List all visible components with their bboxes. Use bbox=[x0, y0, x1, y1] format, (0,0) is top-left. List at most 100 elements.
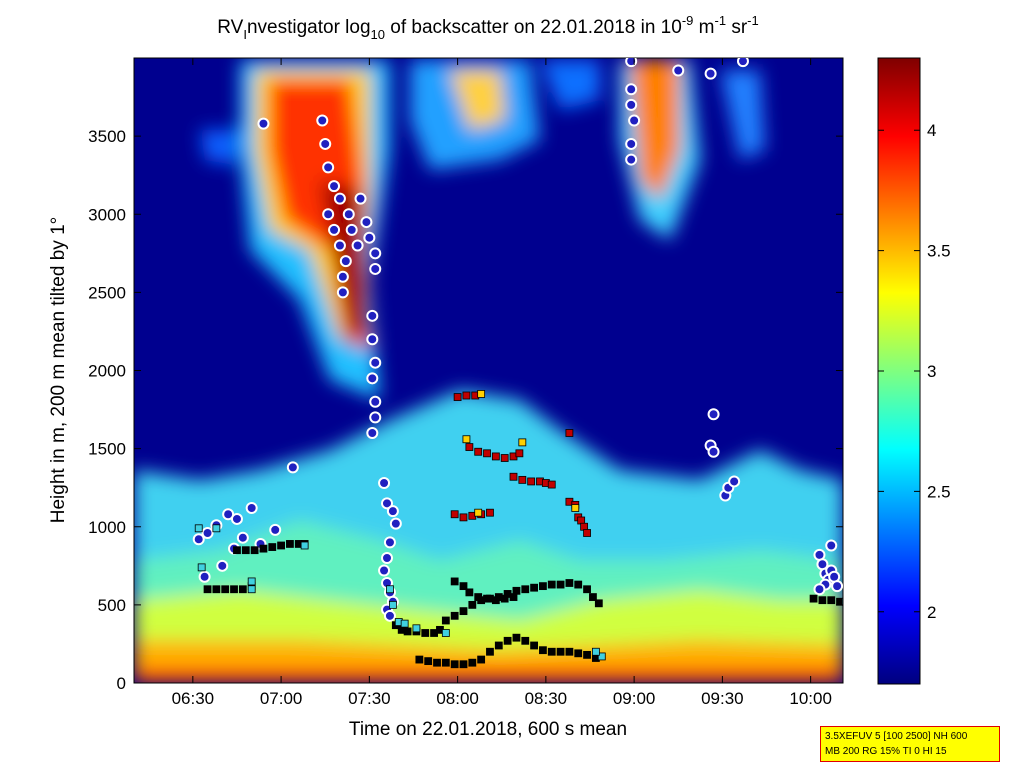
lidar-layer-point bbox=[583, 585, 591, 594]
lidar-layer-point bbox=[512, 633, 521, 642]
lidar-layer-point bbox=[221, 585, 230, 594]
lidar-layer-point bbox=[483, 449, 491, 458]
colorbar bbox=[877, 57, 921, 685]
colorbar-tick-label: 3 bbox=[927, 362, 936, 381]
lidar-cloud-point bbox=[369, 356, 382, 369]
lidar-cloud-point bbox=[366, 372, 379, 385]
lidar-layer-point bbox=[509, 593, 518, 601]
y-tick-label: 3000 bbox=[88, 205, 126, 224]
lidar-cloud-point bbox=[245, 502, 258, 514]
lidar-layer-point bbox=[477, 390, 486, 398]
lidar-layer-point bbox=[233, 546, 241, 555]
lidar-cloud-point bbox=[345, 223, 358, 236]
lidar-layer-point bbox=[574, 649, 583, 658]
lidar-cloud-point bbox=[336, 270, 349, 283]
colorbar-tick-label: 4 bbox=[927, 121, 936, 140]
lidar-cloud-point bbox=[369, 395, 382, 408]
lidar-layer-point bbox=[591, 647, 600, 656]
y-tick-label: 2500 bbox=[88, 283, 126, 302]
lidar-layer-point bbox=[583, 650, 591, 659]
lidar-layer-point bbox=[403, 627, 412, 636]
x-tick-label: 08:30 bbox=[525, 689, 568, 708]
lidar-cloud-point bbox=[825, 539, 838, 552]
lidar-layer-point bbox=[465, 588, 474, 597]
lidar-layer-point bbox=[539, 646, 547, 655]
x-tick-label: 06:30 bbox=[172, 689, 215, 708]
lidar-cloud-point bbox=[383, 609, 396, 622]
x-tick-label: 10:00 bbox=[789, 689, 832, 708]
lidar-layer-point bbox=[238, 585, 247, 594]
lidar-cloud-point bbox=[383, 536, 396, 549]
x-tick-label: 07:00 bbox=[260, 689, 303, 708]
x-tick-label: 09:00 bbox=[613, 689, 656, 708]
lidar-layer-point bbox=[194, 524, 203, 533]
lidar-layer-point bbox=[500, 594, 509, 603]
lidar-cloud-point bbox=[369, 262, 382, 275]
lidar-layer-point bbox=[247, 585, 256, 594]
lidar-layer-point bbox=[300, 541, 309, 550]
lidar-layer-point bbox=[247, 577, 256, 586]
lidar-layer-point bbox=[842, 597, 843, 606]
lidar-layer-point bbox=[441, 616, 450, 625]
lidar-layer-point bbox=[556, 580, 565, 589]
lidar-layer-point bbox=[518, 438, 527, 447]
lidar-cloud-point bbox=[369, 411, 382, 424]
x-tick-label: 08:00 bbox=[436, 689, 479, 708]
lidar-cloud-point bbox=[336, 286, 349, 299]
lidar-cloud-point bbox=[707, 445, 720, 458]
lidar-layer-point bbox=[521, 636, 530, 645]
lidar-cloud-point bbox=[322, 208, 335, 221]
lidar-layer-point bbox=[486, 647, 494, 656]
lidar-layer-point bbox=[530, 583, 538, 592]
lidar-layer-point bbox=[527, 477, 536, 486]
lidar-cloud-point bbox=[625, 153, 638, 166]
lidar-cloud-point bbox=[230, 512, 243, 525]
lidar-layer-point bbox=[521, 585, 530, 594]
lidar-layer-point bbox=[597, 652, 606, 661]
lidar-layer-point bbox=[503, 636, 512, 645]
lidar-cloud-point bbox=[625, 98, 638, 111]
lidar-cloud-point bbox=[257, 117, 270, 130]
lidar-layer-point bbox=[515, 449, 524, 458]
lidar-cloud-point bbox=[386, 505, 399, 518]
lidar-cloud-point bbox=[216, 559, 229, 572]
lidar-cloud-point bbox=[328, 180, 341, 193]
lidar-layer-point bbox=[212, 524, 221, 533]
lidar-cloud-point bbox=[366, 333, 379, 346]
lidar-cloud-point bbox=[831, 580, 843, 593]
lidar-layer-point bbox=[386, 585, 394, 594]
lidar-layer-point bbox=[230, 585, 238, 594]
colorbar-tick-label: 2.5 bbox=[927, 482, 951, 501]
lidar-layer-point bbox=[421, 629, 430, 637]
lidar-layer-point bbox=[459, 660, 468, 669]
lidar-layer-point bbox=[212, 585, 221, 594]
lidar-layer-point bbox=[565, 579, 574, 587]
colorbar-tick-label: 2 bbox=[927, 603, 936, 622]
lidar-cloud-point bbox=[628, 114, 641, 127]
x-axis: 06:30 07:00 07:30 08:00 08:30 09:00 09:30 10:00 bbox=[172, 58, 832, 708]
lidar-layer-point bbox=[412, 624, 421, 633]
lidar-layer-point bbox=[388, 600, 397, 609]
lidar-layer-point bbox=[518, 475, 527, 484]
lidar-layer-point bbox=[530, 641, 538, 650]
lidar-layer-point bbox=[453, 393, 462, 401]
lidar-layer-point bbox=[574, 580, 583, 589]
lidar-cloud-point bbox=[333, 192, 346, 205]
lidar-layer-point bbox=[468, 658, 477, 667]
lidar-layer-point bbox=[583, 529, 591, 537]
lidar-cloud-point bbox=[319, 137, 332, 150]
lidar-layer-point bbox=[459, 607, 468, 616]
lidar-cloud-point bbox=[378, 564, 391, 577]
y-axis: 0 500 1000 1500 2000 2500 3000 3500 bbox=[88, 127, 843, 693]
y-tick-label: 1000 bbox=[88, 518, 126, 537]
lidar-layer-point bbox=[203, 585, 212, 594]
lidar-cloud-point bbox=[381, 497, 394, 510]
lidar-cloud-point bbox=[360, 216, 373, 229]
lidar-cloud-point bbox=[201, 527, 214, 539]
lidar-layer-point bbox=[415, 655, 424, 664]
x-axis-label: Time on 22.01.2018, 600 s mean bbox=[349, 719, 627, 740]
lidar-cloud-point bbox=[625, 137, 638, 150]
lidar-layer-point bbox=[465, 443, 474, 451]
lidar-layer-point bbox=[286, 540, 294, 548]
